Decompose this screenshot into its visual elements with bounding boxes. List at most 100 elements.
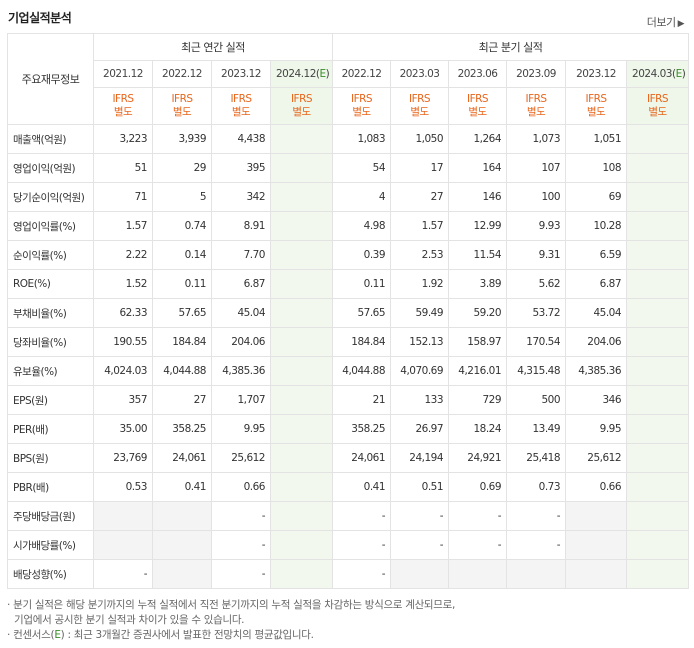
- quarter-cell: 170.54: [506, 327, 567, 357]
- table-row: 순이익률(%) 2.22 0.14 7.70 0.39 2.53 11.54 9.31 6.59: [7, 240, 690, 270]
- quarter-cell: 158.97: [448, 327, 508, 357]
- table-row: 당좌비율(%) 190.55 184.84 204.06 184.84 152.13 158…: [7, 327, 690, 357]
- basis-header: IFRS 별도: [448, 87, 508, 125]
- period-header: 2022.12: [152, 60, 212, 88]
- annual-cell: [269, 385, 334, 415]
- quarter-cell: [626, 240, 690, 270]
- annual-cell: -: [211, 501, 271, 531]
- annual-cell: -: [93, 559, 153, 589]
- basis-ifrs: IFRS: [466, 93, 489, 105]
- table-row: 유보율(%) 4,024.03 4,044.88 4,385.36 4,044.88 4,…: [7, 356, 690, 386]
- basis-header: IFRS 별도: [93, 87, 153, 125]
- table-row: EPS(원) 357 27 1,707 21 133 729 500 346: [7, 385, 690, 415]
- annual-cell: 27: [152, 385, 212, 415]
- period-header: 2023.03: [390, 60, 450, 88]
- quarter-cell: 3.89: [448, 269, 508, 299]
- quarter-cell: 184.84: [332, 327, 392, 357]
- footnote-2-e: E: [54, 629, 61, 641]
- quarter-cell: 4,385.36: [565, 356, 628, 386]
- annual-cell: 25,612: [211, 443, 271, 473]
- table-row: 부채비율(%) 62.33 57.65 45.04 57.65 59.49 59.20 53.…: [7, 298, 690, 328]
- quarter-cell: 1,050: [390, 124, 450, 154]
- annual-cell: [269, 443, 334, 473]
- period-header: 2023.12: [211, 60, 271, 88]
- annual-cell: [269, 269, 334, 299]
- row-label: 부채비율(%): [7, 298, 94, 328]
- quarter-cell: [448, 559, 508, 589]
- basis-separate: 별도: [410, 106, 429, 118]
- annual-cell: [269, 501, 334, 531]
- row-label: 영업이익(억원): [7, 153, 94, 183]
- quarter-cell: 9.95: [565, 414, 628, 444]
- quarter-cell: -: [506, 530, 567, 560]
- quarter-cell: [626, 501, 690, 531]
- quarter-cell: 24,061: [332, 443, 392, 473]
- quarter-cell: 4,315.48: [506, 356, 567, 386]
- annual-cell: 23,769: [93, 443, 153, 473]
- quarter-cell: 146: [448, 182, 508, 212]
- quarter-cell: 4: [332, 182, 392, 212]
- quarter-cell: 53.72: [506, 298, 567, 328]
- quarter-cell: [390, 559, 450, 589]
- annual-cell: [269, 356, 334, 386]
- quarter-cell: 2.53: [390, 240, 450, 270]
- basis-ifrs: IFRS: [230, 93, 252, 105]
- row-label: 영업이익률(%): [7, 211, 94, 241]
- period-header: 2023.06: [448, 60, 508, 88]
- annual-cell: [152, 501, 212, 531]
- basis-ifrs: IFRS: [112, 93, 134, 105]
- more-label: 더보기: [646, 16, 676, 29]
- quarter-cell: 358.25: [332, 414, 392, 444]
- annual-cell: 0.14: [152, 240, 212, 270]
- quarter-cell: 24,921: [448, 443, 508, 473]
- quarter-cell: [626, 530, 690, 560]
- quarter-cell: 10.28: [565, 211, 628, 241]
- quarter-group-header: 최근 분기 실적: [332, 33, 690, 61]
- annual-cell: [269, 559, 334, 589]
- period-header: 2022.12: [332, 60, 392, 88]
- footnote-1-cont: 기업에서 공시한 분기 실적과 차이가 있을 수 있습니다.: [14, 614, 245, 626]
- basis-header: IFRS 별도: [565, 87, 628, 125]
- more-link[interactable]: 더보기 ▶: [646, 14, 685, 30]
- annual-cell: 358.25: [152, 414, 212, 444]
- quarter-cell: 0.41: [332, 472, 392, 502]
- row-label: 순이익률(%): [7, 240, 94, 270]
- annual-cell: -: [211, 559, 271, 589]
- annual-cell: 395: [211, 153, 271, 183]
- quarter-cell: 6.87: [565, 269, 628, 299]
- period-header: 2024.12(E): [269, 60, 334, 88]
- quarter-cell: 0.11: [332, 269, 392, 299]
- table-row: 매출액(억원) 3,223 3,939 4,438 1,083 1,050 1,264 1,0…: [7, 124, 690, 154]
- quarter-cell: 27: [390, 182, 450, 212]
- annual-cell: 51: [93, 153, 153, 183]
- basis-separate: 별도: [468, 106, 487, 118]
- row-label: PER(배): [7, 414, 94, 444]
- quarter-cell: 5.62: [506, 269, 567, 299]
- annual-cell: 57.65: [152, 298, 212, 328]
- quarter-cell: [626, 298, 690, 328]
- table-row: 시가배당률(%) - - - - -: [7, 530, 690, 560]
- annual-cell: 0.53: [93, 472, 153, 502]
- annual-cell: [93, 501, 153, 531]
- quarter-cell: [626, 472, 690, 502]
- quarter-cell: 17: [390, 153, 450, 183]
- table-row: BPS(원) 23,769 24,061 25,612 24,061 24,194 24,9…: [7, 443, 690, 473]
- row-label: 당기순이익(억원): [7, 182, 94, 212]
- annual-cell: 2.22: [93, 240, 153, 270]
- annual-cell: [269, 240, 334, 270]
- basis-separate: 별도: [648, 106, 667, 118]
- annual-cell: 7.70: [211, 240, 271, 270]
- basis-ifrs: IFRS: [525, 93, 547, 105]
- annual-cell: [269, 414, 334, 444]
- table-row: 영업이익률(%) 1.57 0.74 8.91 4.98 1.57 12.99 9.93 10.…: [7, 211, 690, 241]
- row-label: PBR(배): [7, 472, 94, 502]
- quarter-cell: 59.49: [390, 298, 450, 328]
- annual-cell: 0.41: [152, 472, 212, 502]
- quarter-cell: 59.20: [448, 298, 508, 328]
- row-label: ROE(%): [7, 269, 94, 299]
- annual-cell: 4,044.88: [152, 356, 212, 386]
- basis-ifrs: IFRS: [290, 93, 313, 105]
- annual-cell: [269, 298, 334, 328]
- footnote-2-prefix: 컨센서스(: [13, 629, 55, 641]
